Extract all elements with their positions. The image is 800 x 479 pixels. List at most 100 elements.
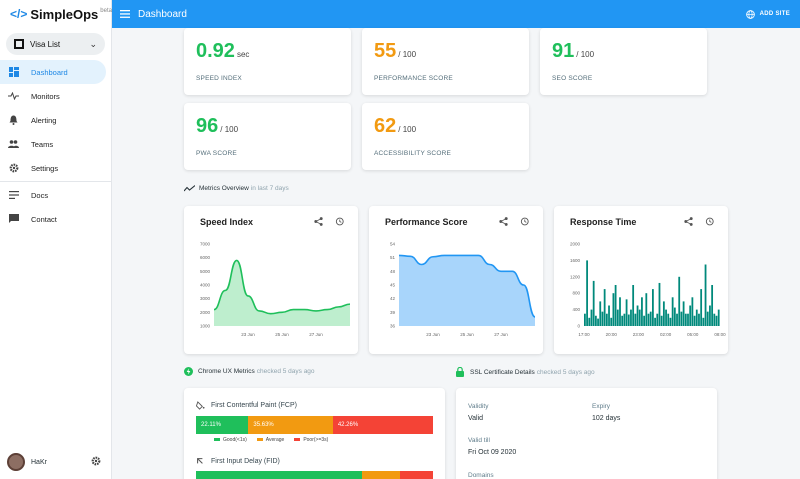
sidebar-item-teams[interactable]: Teams xyxy=(0,132,106,156)
sidebar-item-alerting[interactable]: Alerting xyxy=(0,108,106,132)
y-tick-label: 800 xyxy=(572,291,580,296)
sidebar-item-contact[interactable]: Contact xyxy=(0,207,106,231)
response-time-bar xyxy=(717,309,720,326)
fid-label: First Input Delay (FID) xyxy=(196,457,280,465)
history-icon[interactable] xyxy=(520,217,529,226)
history-icon[interactable] xyxy=(705,217,714,226)
response-time-bar xyxy=(680,311,683,326)
legend-good: Good(<1s) xyxy=(214,437,247,443)
user-menu[interactable]: HaKr xyxy=(7,453,101,471)
response-time-bar xyxy=(669,317,672,326)
response-time-bar xyxy=(706,311,709,326)
sidebar-item-monitors[interactable]: Monitors xyxy=(0,84,106,108)
response-time-bar xyxy=(594,315,597,326)
domains-label: Domains xyxy=(468,472,494,479)
y-tick-label: 4000 xyxy=(200,283,211,288)
score-label: ACCESSIBILITY SCORE xyxy=(374,150,452,157)
score-unit: / 100 xyxy=(576,50,595,59)
sidebar-item-settings[interactable]: Settings xyxy=(0,156,106,180)
sidebar-item-dashboard[interactable]: Dashboard xyxy=(0,60,106,84)
y-tick-label: 7000 xyxy=(200,242,211,247)
response-time-chart-card: Response Time 2000 1600 1200 800 400 0 17:00 20… xyxy=(554,206,728,354)
response-time-bar xyxy=(599,301,602,326)
score-number: 55 xyxy=(374,40,397,62)
fid-poor-segment xyxy=(399,471,433,479)
sidebar-nav: Dashboard Monitors Alerting Teams Settin… xyxy=(0,60,111,231)
share-icon[interactable] xyxy=(314,217,323,226)
response-time-bar xyxy=(605,313,608,326)
response-time-bar xyxy=(621,315,624,326)
site-select-value: Visa List xyxy=(30,39,61,49)
ssl-card: Validity Valid Expiry 102 days Valid til… xyxy=(456,388,717,479)
fcp-label: First Contentful Paint (FCP) xyxy=(196,401,297,410)
response-time-bar xyxy=(689,305,692,326)
response-time-bar xyxy=(704,264,707,326)
fcp-good-segment: 22.11% xyxy=(196,416,249,434)
y-tick-label: 2000 xyxy=(570,242,581,247)
score-number: 62 xyxy=(374,115,397,137)
paint-bucket-icon xyxy=(196,401,205,410)
lock-icon xyxy=(456,367,464,377)
response-time-bar xyxy=(608,305,610,326)
y-tick-label: 2000 xyxy=(200,310,211,315)
legend-text: Poor(>=3s) xyxy=(303,437,329,443)
score-unit: / 100 xyxy=(398,125,417,134)
history-icon[interactable] xyxy=(335,217,344,226)
performance-score-value: 55/ 100 xyxy=(374,40,416,63)
share-icon[interactable] xyxy=(684,217,693,226)
sidebar-item-label: Teams xyxy=(31,139,54,149)
performance-score-plot: 54 51 48 45 42 39 36 23 Jun 25 Jun 27 Jun xyxy=(390,242,536,337)
sidebar-item-docs[interactable]: Docs xyxy=(0,183,106,207)
score-label: PWA SCORE xyxy=(196,150,237,157)
speed-index-card: 0.92 sec SPEED INDEX xyxy=(184,28,351,95)
avatar[interactable] xyxy=(7,453,25,471)
pwa-score-card: 96/ 100 PWA SCORE xyxy=(184,103,351,170)
sidebar-item-label: Docs xyxy=(31,190,49,200)
metrics-overview-title: Metrics Overview in last 7 days xyxy=(184,185,289,192)
response-time-bar xyxy=(652,289,654,326)
score-unit: / 100 xyxy=(220,125,239,134)
response-time-bar xyxy=(601,311,604,326)
response-time-bar xyxy=(638,309,641,326)
response-time-bar xyxy=(625,299,628,326)
app-logo[interactable]: </> SimpleOps beta xyxy=(0,0,112,28)
y-tick-label: 1600 xyxy=(570,258,581,263)
x-tick-label: 23:00 xyxy=(633,332,645,337)
response-time-bar xyxy=(649,311,652,326)
add-site-button[interactable]: ADD SITE xyxy=(745,9,790,19)
y-tick-label: 400 xyxy=(572,307,580,312)
x-tick-label: 08:00 xyxy=(714,332,726,337)
chart-title: Response Time xyxy=(570,217,637,227)
logo-pulse-icon: </> xyxy=(10,7,28,21)
y-tick-label: 54 xyxy=(390,242,396,247)
gear-icon[interactable] xyxy=(91,456,101,468)
menu-icon[interactable] xyxy=(120,5,130,23)
y-tick-label: 51 xyxy=(390,255,396,260)
seo-score-value: 91/ 100 xyxy=(552,40,594,63)
x-tick-label: 20:00 xyxy=(606,332,618,337)
bolt-icon xyxy=(184,367,193,376)
response-time-bar xyxy=(584,313,586,326)
series-area xyxy=(399,255,535,326)
response-time-bar xyxy=(711,285,714,326)
response-time-bar xyxy=(654,317,656,326)
segment-value: 35.63% xyxy=(253,422,274,428)
segment-value: 42.26% xyxy=(337,422,359,428)
valid-till-value: Fri Oct 09 2020 xyxy=(468,449,517,456)
speed-index-chart-card: Speed Index 7000 6000 5000 4000 3000 2000 1000… xyxy=(184,206,358,354)
response-time-bar xyxy=(698,313,700,326)
share-icon[interactable] xyxy=(499,217,508,226)
response-time-bar xyxy=(643,315,646,326)
fid-distribution-bar xyxy=(196,471,433,479)
sidebar-item-label: Monitors xyxy=(31,91,60,101)
accessibility-score-card: 62/ 100 ACCESSIBILITY SCORE xyxy=(362,103,529,170)
score-number: 96 xyxy=(196,115,219,137)
chart-actions xyxy=(314,217,344,226)
site-select[interactable]: Visa List ⌄ xyxy=(6,33,105,55)
valid-till-label: Valid till xyxy=(468,437,490,444)
response-time-plot: 2000 1600 1200 800 400 0 17:00 20:00 23:00 02:00 0… xyxy=(570,242,726,338)
metric-label-text: First Contentful Paint (FCP) xyxy=(211,402,297,409)
section-subtitle: checked 5 days ago xyxy=(536,368,595,376)
response-time-bar xyxy=(641,297,643,326)
top-app-bar: Dashboard ADD SITE xyxy=(112,0,800,28)
